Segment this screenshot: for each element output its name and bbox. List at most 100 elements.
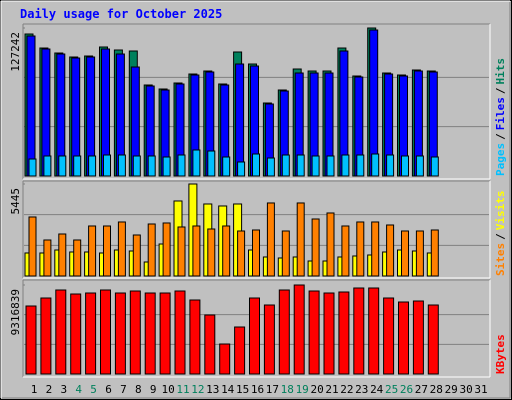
bar [73,239,82,277]
bar [398,301,409,375]
bar [103,154,111,177]
bar [162,222,171,277]
bar [323,292,335,375]
bar [207,150,216,177]
bar [70,293,82,375]
bar [85,292,97,375]
x-tick-label: 23 [355,383,368,396]
bar [147,155,156,177]
bar [40,297,52,375]
bar [204,314,216,375]
bar [114,292,126,375]
bar [58,233,67,277]
bar [415,230,424,277]
legend: KBytes [494,334,507,374]
legend: Sites / Visits [494,191,507,277]
bar [100,289,111,375]
bar [159,292,171,375]
x-tick-label: 31 [474,383,487,396]
bar [129,290,141,375]
bar [368,287,380,375]
bar [371,153,380,177]
bar [117,221,126,277]
bar [341,154,350,177]
y-max-label: 5445 [9,188,22,215]
y-max-label: 127242 [9,32,22,72]
bar [293,284,305,375]
bar [58,155,67,177]
bar [281,230,290,277]
bar [26,35,36,177]
bar [28,216,37,277]
x-tick-label: 11 [176,383,189,396]
bar [249,297,260,375]
x-tick-label: 12 [191,383,204,396]
bar [278,289,290,375]
bar [281,154,290,177]
legend-entry: Visits [494,191,507,231]
bar [237,161,246,177]
x-tick-label: 7 [120,383,127,396]
bar [144,292,156,375]
x-tick-label: 8 [135,383,142,396]
bar [132,155,141,177]
bar [222,225,231,277]
x-tick-label: 6 [105,383,112,396]
bar [430,156,439,177]
bar [25,305,37,375]
legend-entry: KBytes [494,334,507,374]
x-tick-label: 5 [90,383,97,396]
bar [252,229,260,277]
legend-separator: / [494,133,507,140]
bar [192,225,201,277]
x-tick-label: 27 [415,383,428,396]
x-tick-label: 30 [459,383,472,396]
bar [311,155,320,177]
x-tick-label: 26 [400,383,413,396]
bar [147,223,156,277]
bar [266,202,275,277]
x-tick-label: 16 [251,383,264,396]
x-tick-label: 9 [150,383,157,396]
x-tick-label: 24 [370,383,384,396]
legend-separator: / [494,233,507,240]
x-tick-label: 25 [385,383,398,396]
bar [353,287,365,375]
bar [341,225,350,277]
bar [356,221,365,277]
bar [222,156,231,177]
x-tick-label: 2 [46,383,53,396]
bar [427,304,439,375]
bar [132,234,141,277]
x-tick-label: 28 [430,383,443,396]
x-tick-label: 29 [445,383,458,396]
bar [266,157,275,177]
x-tick-label: 1 [31,383,38,396]
bar [371,221,380,277]
bar [177,226,186,277]
bar [235,63,245,177]
bar [252,153,260,177]
bar [386,224,395,277]
x-tick-label: 14 [221,383,235,396]
bar [88,225,97,277]
legend-entry: Hits [494,58,507,85]
legend: Pages / Files / Hits [494,58,507,176]
bar [338,291,350,375]
bar [383,297,395,375]
x-tick-label: 15 [236,383,249,396]
bar [192,149,201,177]
bar [401,155,409,177]
bar [88,155,97,177]
bar [263,304,275,375]
bar [189,299,201,375]
bar [43,239,52,277]
bar [296,202,305,277]
bar [103,225,111,277]
y-max-label: 9316839 [9,289,22,335]
bar [219,343,231,375]
bar [177,154,186,177]
legend-entry: Pages [494,143,507,176]
bar [174,290,186,375]
bar [415,155,424,177]
